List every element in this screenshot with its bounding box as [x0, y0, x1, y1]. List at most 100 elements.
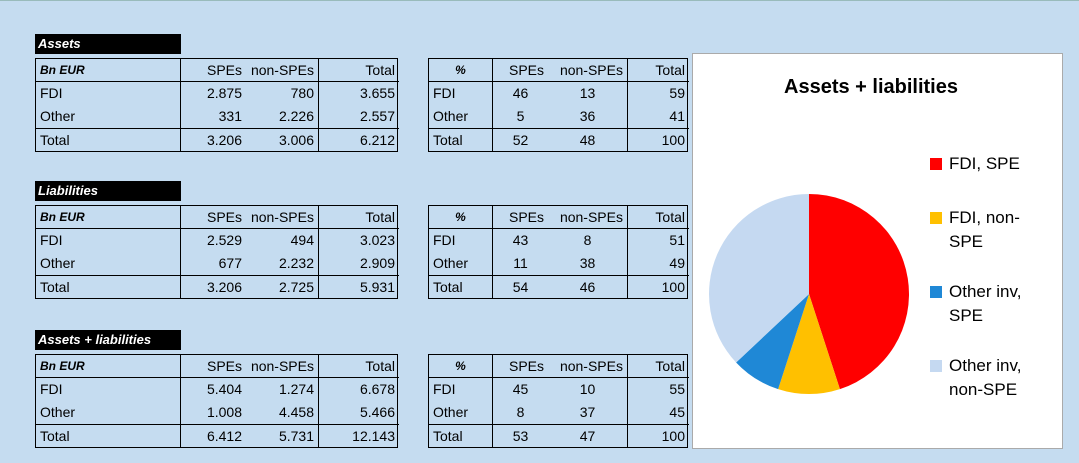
cell: Total: [36, 424, 181, 447]
cell: Total: [429, 128, 493, 151]
legend-label: FDI, non-SPE: [949, 208, 1020, 251]
header-cell: non-SPEs: [548, 206, 628, 229]
chart-panel: Assets + liabilities FDI, SPE FDI, non-SP…: [692, 53, 1063, 449]
cell: 55: [669, 381, 685, 397]
header-cell: non-SPEs: [246, 355, 319, 378]
cell: FDI: [36, 82, 181, 105]
cell: FDI: [36, 229, 181, 252]
header-cell: non-SPEs: [246, 59, 319, 82]
cell: 10: [548, 378, 628, 401]
data-table: % SPEs non-SPEs Total FDI 46 13 59 Other 5 36 41 Tot…: [428, 58, 689, 152]
cell: 780: [246, 82, 319, 105]
cell: FDI: [429, 229, 493, 252]
cell: 2.875: [206, 85, 242, 101]
cell: Other: [429, 105, 493, 128]
cell: 2.529: [206, 232, 242, 248]
cell: 8: [516, 404, 525, 420]
pie-slice: [809, 194, 909, 390]
table-title: Assets: [35, 34, 181, 54]
cell: 2.226: [246, 105, 319, 128]
cell: 2.557: [359, 108, 395, 124]
table-title: Liabilities: [35, 181, 181, 201]
table-title: Assets + liabilities: [35, 330, 181, 350]
cell: 43: [512, 232, 529, 248]
legend-swatch: [930, 286, 942, 298]
legend-label: FDI, SPE: [949, 154, 1020, 173]
header-cell: SPEs: [493, 355, 548, 378]
cell: 100: [628, 275, 689, 298]
cell: 3.206: [181, 128, 246, 151]
header-cell: Total: [319, 59, 399, 82]
header-cell: Bn EUR: [36, 206, 181, 229]
cell: Other: [36, 252, 181, 275]
cell: Other: [36, 401, 181, 424]
header-cell: non-SPEs: [246, 206, 319, 229]
header-cell: SPEs: [181, 59, 246, 82]
cell: 12.143: [319, 424, 399, 447]
cell: Total: [429, 275, 493, 298]
cell: 48: [548, 128, 628, 151]
cell: Other: [429, 252, 493, 275]
data-table: % SPEs non-SPEs Total FDI 43 8 51 Other 11 38 49 Tot…: [428, 205, 689, 299]
cell: 37: [548, 401, 628, 424]
cell: 494: [246, 229, 319, 252]
header-cell: %: [429, 59, 493, 82]
cell: 1.008: [206, 404, 242, 420]
header-cell: non-SPEs: [548, 59, 628, 82]
header-cell: SPEs: [181, 206, 246, 229]
cell: 5.466: [359, 404, 395, 420]
cell: 3.655: [359, 85, 395, 101]
cell: 2.909: [359, 255, 395, 271]
cell: 3.206: [181, 275, 246, 298]
cell: 11: [513, 255, 528, 271]
cell: 5.931: [319, 275, 399, 298]
cell: 46: [512, 85, 529, 101]
cell: FDI: [429, 378, 493, 401]
header-cell: Total: [628, 355, 689, 378]
cell: 100: [628, 128, 689, 151]
cell: 6.678: [359, 381, 395, 397]
header-cell: Bn EUR: [36, 59, 181, 82]
legend-swatch: [930, 158, 942, 170]
legend-label: Other inv, SPE: [949, 282, 1022, 325]
cell: 45: [669, 404, 685, 420]
cell: 54: [493, 275, 548, 298]
pie-chart: [709, 194, 909, 394]
cell: 5.404: [206, 381, 242, 397]
legend-swatch: [930, 360, 942, 372]
pie-slice: [709, 194, 809, 363]
cell: 13: [548, 82, 628, 105]
cell: FDI: [429, 82, 493, 105]
legend-swatch: [930, 212, 942, 224]
cell: 2.725: [246, 275, 319, 298]
header-cell: SPEs: [493, 206, 548, 229]
cell: 36: [548, 105, 628, 128]
cell: 3.006: [246, 128, 319, 151]
cell: FDI: [36, 378, 181, 401]
cell: 1.274: [246, 378, 319, 401]
data-table: % SPEs non-SPEs Total FDI 45 10 55 Other 8 37 45 Tot…: [428, 354, 689, 448]
data-table: Bn EUR SPEs non-SPEs Total FDI 5.404 1.274 6.67…: [35, 354, 399, 448]
cell: 331: [218, 108, 242, 124]
cell: 49: [669, 255, 685, 271]
header-cell: %: [429, 355, 493, 378]
cell: 677: [218, 255, 242, 271]
cell: Total: [36, 275, 181, 298]
cell: 59: [669, 85, 685, 101]
header-cell: non-SPEs: [548, 355, 628, 378]
cell: 4.458: [246, 401, 319, 424]
header-cell: Total: [319, 206, 399, 229]
data-table: Bn EUR SPEs non-SPEs Total FDI 2.875 780 3.655 O…: [35, 58, 399, 152]
cell: Total: [36, 128, 181, 151]
cell: 41: [669, 108, 685, 124]
cell: 52: [493, 128, 548, 151]
cell: 100: [628, 424, 689, 447]
header-cell: SPEs: [493, 59, 548, 82]
header-cell: SPEs: [181, 355, 246, 378]
cell: 47: [548, 424, 628, 447]
cell: 45: [512, 381, 529, 397]
cell: 6.412: [181, 424, 246, 447]
cell: Total: [429, 424, 493, 447]
cell: 5.731: [246, 424, 319, 447]
